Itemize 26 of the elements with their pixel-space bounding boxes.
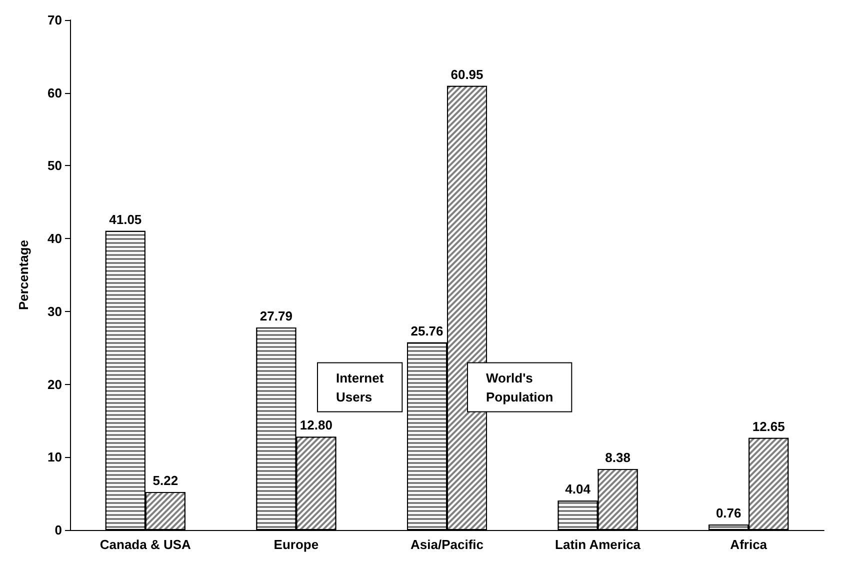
- y-tick-label: 60: [48, 85, 62, 100]
- x-tick-label: Asia/Pacific: [410, 537, 484, 552]
- text: 41.05: [109, 212, 142, 227]
- text: 25.76: [410, 323, 444, 338]
- text: 60.95: [450, 66, 484, 82]
- text: 5.22: [152, 472, 178, 488]
- y-tick-label: 40: [48, 231, 62, 246]
- x-tick-label: Africa: [730, 537, 768, 552]
- y-tick-label: 0: [54, 522, 62, 538]
- y-tick-label: 50: [48, 158, 62, 174]
- text: 27.79: [260, 308, 292, 324]
- text: 4.04: [565, 482, 590, 497]
- x-tick-label: Europe: [274, 537, 319, 552]
- x-tick-label: Canada & USA: [100, 537, 192, 552]
- y-tick-label: 30: [48, 304, 62, 319]
- series-label: Internet Users: [336, 370, 384, 404]
- x-tick-label: Latin America: [555, 537, 642, 552]
- y-axis-title: Percentage: [16, 240, 31, 310]
- text: 8.38: [605, 450, 630, 465]
- y-tick-label: 10: [48, 450, 62, 465]
- y-tick-label: 20: [48, 376, 62, 392]
- text: 0.76: [716, 505, 742, 520]
- y-tick-label: 70: [48, 12, 62, 28]
- text: 12.65: [752, 418, 785, 434]
- text: 12.80: [300, 418, 332, 433]
- series-label: World's Population: [486, 370, 554, 404]
